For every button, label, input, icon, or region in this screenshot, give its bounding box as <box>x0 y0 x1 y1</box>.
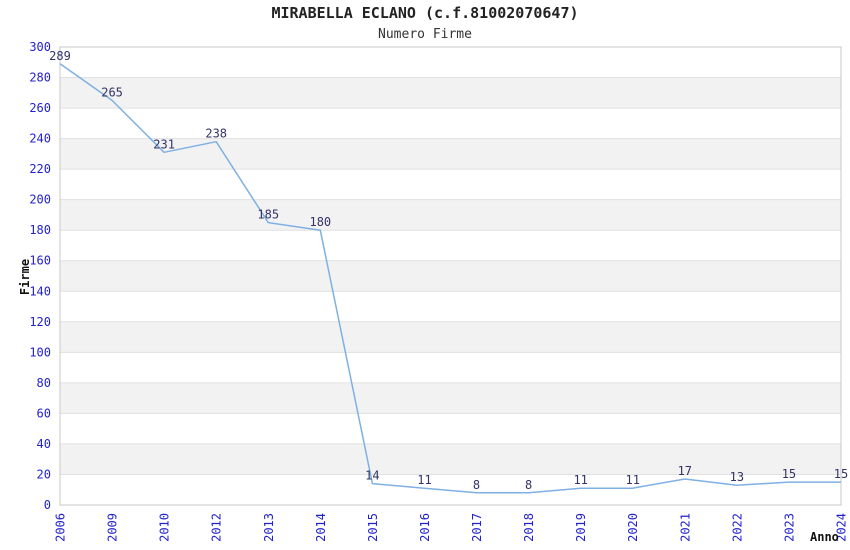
y-tick-label: 80 <box>37 376 51 390</box>
band <box>60 321 841 353</box>
data-label: 238 <box>205 127 227 141</box>
band <box>60 260 841 292</box>
data-label: 13 <box>730 470 744 484</box>
chart-title: MIRABELLA ECLANO (c.f.81002070647) <box>271 4 578 22</box>
y-axis-tick-labels: 0 20 40 60 80 100 120 140 160 180 200 220 240 260 280 3… <box>29 40 51 512</box>
x-axis-title: Anno <box>810 530 839 544</box>
y-tick-label: 140 <box>29 284 51 298</box>
x-axis-tick-labels: 2006 2009 2010 2012 2013 2014 2015 2016 2017 2018… <box>54 513 849 542</box>
data-label: 8 <box>473 478 480 492</box>
y-tick-label: 200 <box>29 193 51 207</box>
data-label: 289 <box>49 49 71 63</box>
band <box>60 443 841 475</box>
x-tick-label: 2016 <box>418 513 432 542</box>
series-line <box>59 63 841 494</box>
y-tick-label: 280 <box>29 71 51 85</box>
data-label: 15 <box>834 467 848 481</box>
y-tick-label: 220 <box>29 162 51 176</box>
data-label: 8 <box>525 478 532 492</box>
gridlines <box>60 77 841 475</box>
band <box>60 77 841 109</box>
data-label: 11 <box>573 473 587 487</box>
y-tick-label: 0 <box>44 498 51 512</box>
x-tick-label: 2015 <box>366 513 380 542</box>
data-label: 15 <box>782 467 796 481</box>
x-tick-label: 2018 <box>522 513 536 542</box>
data-labels: 289 265 231 238 185 180 14 11 8 8 11 11 17 13 15 15 <box>49 49 848 492</box>
data-label: 11 <box>626 473 640 487</box>
band <box>60 382 841 414</box>
y-tick-label: 260 <box>29 101 51 115</box>
x-tick-label: 2019 <box>574 513 588 542</box>
chart-subtitle: Numero Firme <box>378 27 472 42</box>
y-tick-label: 160 <box>29 254 51 268</box>
band <box>60 199 841 231</box>
y-tick-label: 60 <box>37 406 51 420</box>
x-tick-label: 2022 <box>730 513 744 542</box>
x-tick-label: 2006 <box>54 513 68 542</box>
y-tick-label: 20 <box>37 467 51 481</box>
data-label: 265 <box>101 85 123 99</box>
y-tick-label: 300 <box>29 40 51 54</box>
data-label: 17 <box>678 464 692 478</box>
data-label: 14 <box>365 469 379 483</box>
x-tick-label: 2013 <box>262 513 276 542</box>
y-axis-title: Firme <box>18 259 32 295</box>
y-tick-label: 100 <box>29 345 51 359</box>
plot-border <box>59 46 842 506</box>
x-tick-label: 2021 <box>678 513 692 542</box>
y-tick-label: 180 <box>29 223 51 237</box>
plot-background-bands <box>60 77 841 475</box>
data-label: 231 <box>153 137 175 151</box>
y-tick-label: 40 <box>37 437 51 451</box>
x-tick-label: 2010 <box>158 513 172 542</box>
x-tick-label: 2023 <box>782 513 796 542</box>
x-tick-label: 2012 <box>210 513 224 542</box>
x-tick-label: 2017 <box>470 513 484 542</box>
x-tick-label: 2014 <box>314 513 328 542</box>
y-tick-label: 240 <box>29 132 51 146</box>
x-tick-label: 2009 <box>106 513 120 542</box>
y-tick-label: 120 <box>29 315 51 329</box>
x-tick-label: 2020 <box>626 513 640 542</box>
data-label: 185 <box>257 208 279 222</box>
x-tick-label: 2024 <box>835 513 849 542</box>
band <box>60 138 841 170</box>
data-label: 180 <box>309 215 331 229</box>
data-label: 11 <box>417 473 431 487</box>
